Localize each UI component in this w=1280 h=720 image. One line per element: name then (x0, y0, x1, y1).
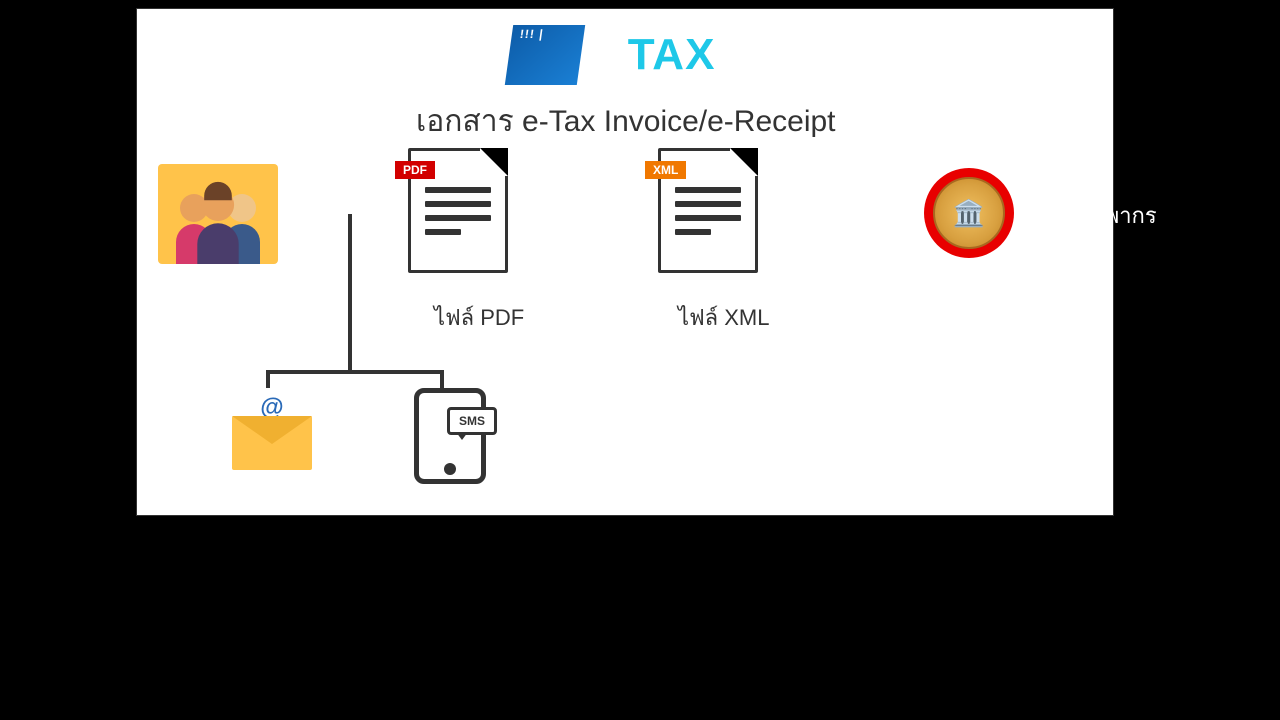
arrow-icon (308, 204, 382, 224)
email-icon: @ (232, 402, 312, 470)
revenue-dept-seal-icon: 🏛️ (924, 168, 1014, 258)
doc-lines-icon (425, 187, 491, 243)
xml-document-icon: XML (658, 148, 758, 273)
person-icon (197, 189, 238, 264)
sms-label: ข้อความ SMS (394, 492, 518, 524)
logo-text: e-TAX (587, 30, 716, 80)
arrow-icon (570, 204, 628, 224)
logo-suffix: TAX (628, 30, 716, 79)
logo-mark-icon (504, 25, 584, 85)
customers-icon (158, 164, 278, 264)
connector-line (266, 370, 270, 388)
customers-label: ลูกค้า (158, 278, 212, 313)
sms-phone-icon: SMS (414, 388, 486, 484)
arrow-icon (812, 204, 886, 224)
sms-bubble-icon: SMS (447, 407, 497, 435)
envelope-icon (232, 416, 312, 470)
connector-line (348, 214, 352, 370)
pdf-label: ไฟล์ PDF (434, 300, 524, 335)
logo-prefix: e- (587, 30, 628, 79)
page-fold-icon (480, 148, 508, 176)
xml-label: ไฟล์ XML (678, 300, 769, 335)
connector-line (440, 370, 444, 388)
revenue-dept-label: กรมสรรพากร (1028, 198, 1157, 233)
diagram-title: เอกสาร e-Tax Invoice/e-Receipt (416, 98, 836, 145)
seal-emblem-icon: 🏛️ (933, 177, 1005, 249)
pdf-document-icon: PDF (408, 148, 508, 273)
etax-logo: e-TAX (492, 18, 732, 92)
doc-lines-icon (675, 187, 741, 243)
pdf-badge: PDF (395, 161, 435, 179)
connector-line (266, 370, 444, 374)
email-label: อีเมลล์ email (216, 480, 326, 512)
page-fold-icon (730, 148, 758, 176)
xml-badge: XML (645, 161, 686, 179)
